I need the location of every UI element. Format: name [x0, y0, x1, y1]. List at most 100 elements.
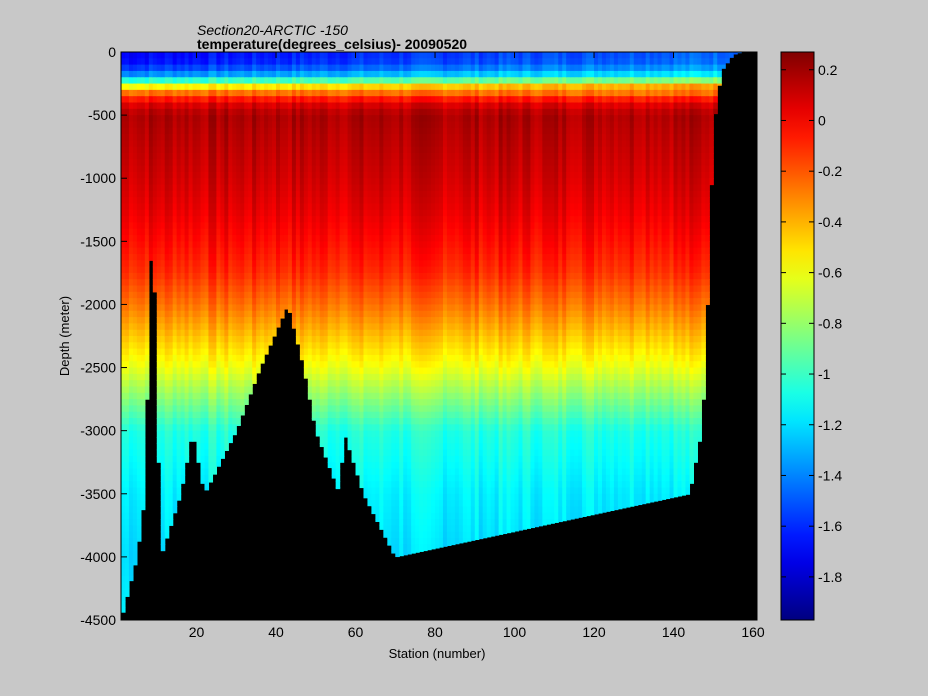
- heatmap-cell: [287, 127, 293, 135]
- heatmap-cell: [124, 209, 130, 217]
- heatmap-cell: [228, 134, 233, 141]
- heatmap-cell: [423, 89, 428, 97]
- heatmap-cell: [180, 70, 186, 78]
- heatmap-cell: [379, 298, 384, 306]
- heatmap-cell: [272, 140, 277, 148]
- heatmap-cell: [188, 70, 194, 78]
- heatmap-cell: [307, 216, 313, 223]
- heatmap-cell: [355, 102, 361, 110]
- heatmap-cell: [208, 342, 214, 350]
- heatmap-cell: [200, 449, 206, 457]
- heatmap-cell: [331, 197, 337, 205]
- heatmap-cell: [188, 102, 194, 110]
- heatmap-cell: [176, 102, 182, 110]
- heatmap-cell: [224, 411, 229, 419]
- heatmap-cell: [355, 146, 361, 154]
- heatmap-cell: [315, 348, 321, 356]
- heatmap-cell: [124, 392, 130, 400]
- heatmap-cell: [423, 58, 428, 66]
- heatmap-cell: [176, 228, 182, 236]
- heatmap-cell: [335, 291, 341, 299]
- heatmap-cell: [208, 58, 214, 66]
- heatmap-cell: [176, 241, 182, 249]
- heatmap-cell: [343, 361, 349, 369]
- heatmap-cell: [327, 380, 333, 388]
- heatmap-cell: [287, 115, 293, 123]
- heatmap-cell: [423, 171, 428, 179]
- heatmap-cell: [156, 216, 162, 223]
- heatmap-cell: [355, 134, 361, 141]
- heatmap-cell: [176, 266, 182, 274]
- heatmap-cell: [220, 317, 225, 324]
- heatmap-cell: [128, 537, 134, 545]
- heatmap-cell: [220, 146, 225, 154]
- heatmap-cell: [244, 241, 249, 249]
- heatmap-cell: [176, 165, 182, 173]
- heatmap-cell: [212, 380, 217, 388]
- heatmap-cell: [299, 58, 305, 66]
- heatmap-cell: [140, 304, 146, 312]
- heatmap-cell: [272, 279, 277, 287]
- heatmap-cell: [180, 247, 186, 255]
- heatmap-cell: [184, 392, 190, 400]
- heatmap-cell: [347, 203, 353, 211]
- heatmap-cell: [299, 348, 305, 356]
- heatmap-cell: [375, 190, 380, 198]
- heatmap-cell: [339, 279, 345, 287]
- heatmap-cell: [208, 165, 214, 173]
- heatmap-cell: [359, 279, 365, 287]
- heatmap-cell: [363, 184, 369, 192]
- heatmap-cell: [339, 159, 345, 167]
- heatmap-cell: [375, 247, 380, 255]
- heatmap-cell: [359, 474, 365, 482]
- heatmap-cell: [224, 96, 229, 104]
- heatmap-cell: [124, 373, 130, 381]
- heatmap-cell: [307, 354, 313, 362]
- heatmap-cell: [236, 102, 241, 110]
- heatmap-cell: [208, 285, 214, 293]
- heatmap-cell: [264, 115, 269, 123]
- heatmap-cell: [252, 235, 257, 242]
- heatmap-cell: [403, 134, 408, 141]
- heatmap-cell: [379, 241, 384, 249]
- heatmap-cell: [323, 235, 329, 242]
- heatmap-cell: [224, 70, 229, 78]
- heatmap-cell: [331, 411, 337, 419]
- heatmap-cell: [172, 121, 178, 129]
- heatmap-cell: [347, 216, 353, 223]
- heatmap-cell: [371, 197, 376, 205]
- heatmap-cell: [283, 291, 289, 299]
- heatmap-cell: [272, 89, 277, 97]
- heatmap-cell: [371, 159, 376, 167]
- heatmap-cell: [164, 298, 170, 306]
- heatmap-cell: [343, 197, 349, 205]
- heatmap-cell: [363, 430, 369, 438]
- heatmap-cell: [415, 449, 420, 457]
- heatmap-cell: [303, 190, 309, 198]
- heatmap-cell: [399, 512, 404, 520]
- heatmap-cell: [343, 70, 349, 78]
- heatmap-cell: [411, 178, 416, 186]
- heatmap-cell: [311, 304, 317, 312]
- heatmap-cell: [144, 58, 150, 66]
- heatmap-cell: [128, 424, 134, 432]
- heatmap-cell: [124, 197, 130, 205]
- heatmap-cell: [395, 500, 400, 507]
- heatmap-cell: [176, 285, 182, 293]
- heatmap-cell: [240, 127, 245, 135]
- heatmap-cell: [232, 336, 237, 343]
- heatmap-cell: [176, 159, 182, 167]
- heatmap-cell: [291, 253, 297, 261]
- heatmap-cell: [331, 449, 337, 457]
- heatmap-cell: [419, 380, 424, 388]
- heatmap-cell: [419, 531, 424, 539]
- heatmap-cell: [240, 197, 245, 205]
- heatmap-cell: [383, 336, 388, 343]
- heatmap-cell: [216, 317, 221, 324]
- heatmap-cell: [228, 260, 233, 268]
- heatmap-cell: [383, 222, 388, 230]
- heatmap-cell: [192, 260, 198, 268]
- heatmap-cell: [144, 178, 150, 186]
- heatmap-cell: [339, 89, 345, 97]
- heatmap-cell: [375, 411, 380, 419]
